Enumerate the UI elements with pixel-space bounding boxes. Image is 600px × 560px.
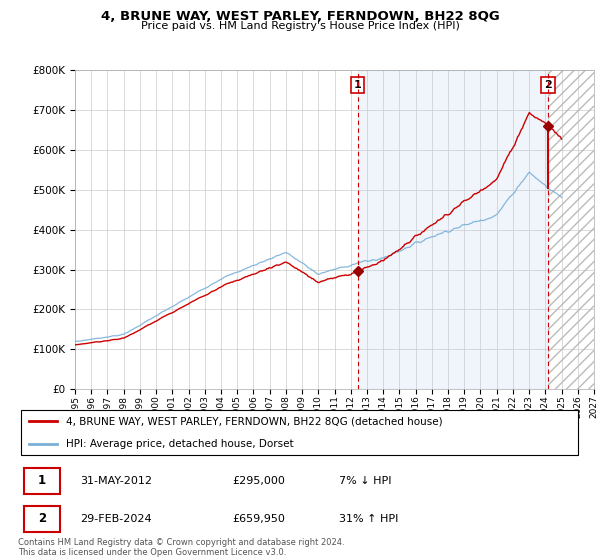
Text: 31% ↑ HPI: 31% ↑ HPI: [340, 514, 399, 524]
Text: 29-FEB-2024: 29-FEB-2024: [80, 514, 152, 524]
Text: Price paid vs. HM Land Registry's House Price Index (HPI): Price paid vs. HM Land Registry's House …: [140, 21, 460, 31]
FancyBboxPatch shape: [23, 468, 60, 494]
Text: 7% ↓ HPI: 7% ↓ HPI: [340, 476, 392, 486]
Text: £659,950: £659,950: [232, 514, 285, 524]
Text: HPI: Average price, detached house, Dorset: HPI: Average price, detached house, Dors…: [66, 439, 293, 449]
FancyBboxPatch shape: [21, 410, 578, 455]
Text: Contains HM Land Registry data © Crown copyright and database right 2024.
This d: Contains HM Land Registry data © Crown c…: [18, 538, 344, 557]
Text: 31-MAY-2012: 31-MAY-2012: [80, 476, 152, 486]
FancyBboxPatch shape: [23, 506, 60, 531]
Text: 1: 1: [38, 474, 46, 487]
Bar: [548, 70, 594, 389]
Text: £295,000: £295,000: [232, 476, 285, 486]
Text: 2: 2: [38, 512, 46, 525]
Text: 4, BRUNE WAY, WEST PARLEY, FERNDOWN, BH22 8QG: 4, BRUNE WAY, WEST PARLEY, FERNDOWN, BH2…: [101, 10, 499, 23]
Bar: [548, 70, 594, 389]
Bar: [358, 70, 548, 389]
Text: 2: 2: [544, 80, 552, 90]
Text: 4, BRUNE WAY, WEST PARLEY, FERNDOWN, BH22 8QG (detached house): 4, BRUNE WAY, WEST PARLEY, FERNDOWN, BH2…: [66, 416, 443, 426]
Text: 1: 1: [353, 80, 361, 90]
